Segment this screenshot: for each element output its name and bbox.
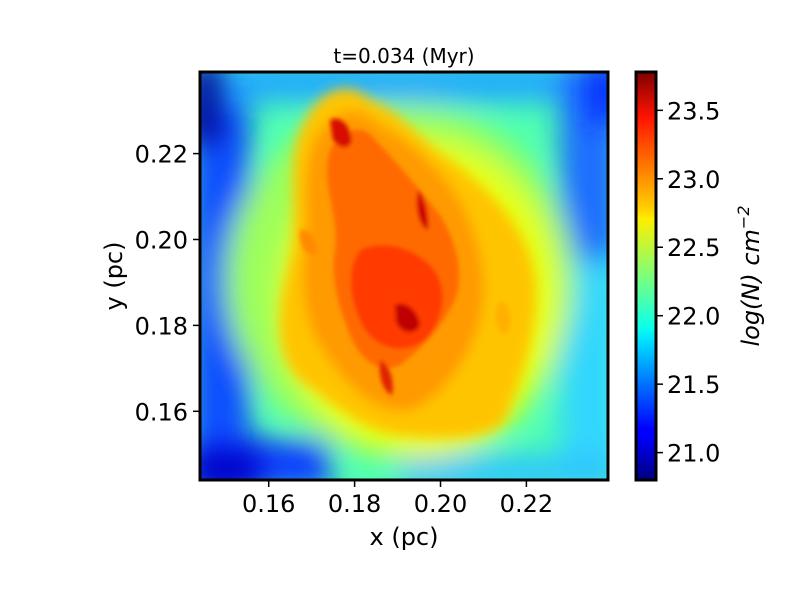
colorbar-tick-label: 23.0 [667, 166, 720, 194]
x-tick-label: 0.20 [414, 490, 467, 518]
x-tick-label: 0.16 [242, 490, 295, 518]
chart-title: t=0.034 (Myr) [333, 44, 474, 68]
colorbar-tick-label: 23.5 [667, 97, 720, 125]
x-tick-label: 0.22 [500, 490, 553, 518]
colorbar-label-base: log(N) cm [737, 229, 765, 346]
colorbar-tick-label: 21.5 [667, 371, 720, 399]
y-tick-label: 0.18 [135, 312, 188, 340]
colorbar-label: log(N) cm−2 [734, 205, 765, 346]
colorbar-tick-label: 22.0 [667, 303, 720, 331]
y-tick-label: 0.22 [135, 141, 188, 169]
x-axis-label: x (pc) [370, 523, 439, 551]
heatmap-image [200, 72, 608, 480]
x-tick-label: 0.18 [328, 490, 381, 518]
plot-frame [198, 70, 610, 482]
colorbar-tick-label: 21.0 [667, 440, 720, 468]
y-axis-label: y (pc) [100, 242, 128, 311]
y-tick-label: 0.20 [135, 226, 188, 254]
y-axis: 0.16 0.18 0.20 0.22 [135, 141, 200, 426]
colorbar-tick-label: 22.5 [667, 234, 720, 262]
x-axis: 0.16 0.18 0.20 0.22 [242, 480, 553, 518]
colorbar-ticks: 21.0 21.5 22.0 22.5 23.0 23.5 [656, 97, 720, 468]
colorbar-label-exponent: −2 [734, 205, 753, 229]
y-tick-label: 0.16 [135, 398, 188, 426]
colorbar [634, 70, 658, 482]
